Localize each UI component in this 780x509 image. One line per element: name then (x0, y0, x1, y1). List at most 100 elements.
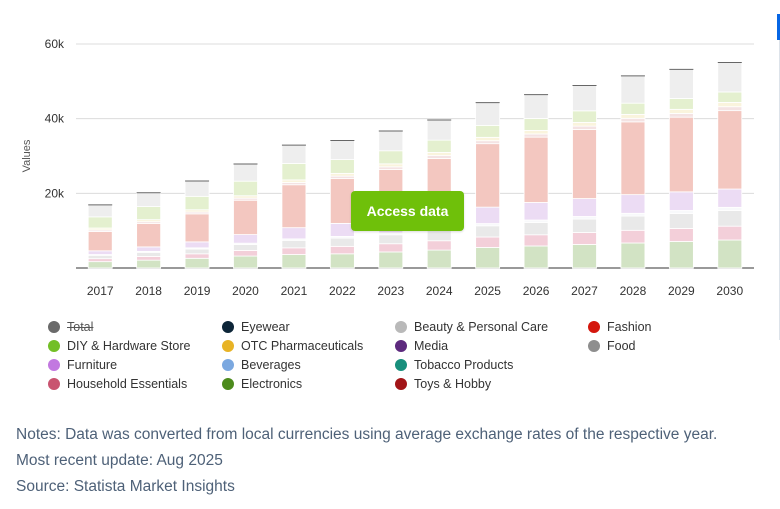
bar-2028-fashion[interactable] (620, 121, 646, 196)
bar-2019-electronics[interactable] (184, 180, 210, 197)
bar-2029-diy-and-hardware-store[interactable] (668, 98, 694, 110)
bar-2024-household-essentials[interactable] (426, 240, 452, 251)
legend-item-food[interactable]: Food (588, 337, 636, 355)
bar-2023-diy-and-hardware-store[interactable] (378, 150, 404, 165)
legend-item-household-essentials[interactable]: Household Essentials (48, 375, 187, 393)
bar-2025-beauty-and-personal-care[interactable] (475, 225, 501, 238)
bar-2029-furniture[interactable] (668, 191, 694, 211)
bar-2027-fashion[interactable] (572, 129, 597, 199)
bar-2019-household-essentials[interactable] (184, 253, 210, 259)
bar-stack-2019[interactable] (184, 180, 210, 269)
bar-2027-diy-and-hardware-store[interactable] (572, 110, 597, 123)
bar-2023-electronics[interactable] (378, 130, 404, 152)
bar-2024-beauty-and-personal-care[interactable] (426, 230, 452, 242)
bar-2017-household-essentials[interactable] (87, 258, 113, 263)
legend-item-media[interactable]: Media (395, 337, 448, 355)
bar-2020-diy-and-hardware-store[interactable] (233, 180, 258, 197)
bar-2030-furniture[interactable] (717, 188, 743, 208)
access-data-button[interactable]: Access data (351, 191, 464, 231)
legend-item-toys-and-hobby[interactable]: Toys & Hobby (395, 375, 491, 393)
legend-item-otc-pharmaceuticals[interactable]: OTC Pharmaceuticals (222, 337, 363, 355)
bar-2028-toys-and-hobby[interactable] (620, 117, 646, 123)
bar-2025-household-essentials[interactable] (475, 236, 501, 248)
bar-2029-household-essentials[interactable] (668, 228, 694, 242)
bar-2017-furniture[interactable] (87, 250, 113, 255)
bar-2027-electronics[interactable] (572, 85, 597, 112)
bar-2019-beauty-and-personal-care[interactable] (184, 248, 210, 255)
bar-2030-beauty-and-personal-care[interactable] (717, 210, 743, 227)
bar-2026-food[interactable] (523, 245, 549, 269)
bar-2030-household-essentials[interactable] (717, 225, 743, 241)
bar-2017-diy-and-hardware-store[interactable] (87, 216, 113, 229)
bar-2029-otc-pharmaceuticals[interactable] (668, 108, 694, 114)
bar-2028-beauty-and-personal-care[interactable] (620, 215, 646, 231)
bar-2028-electronics[interactable] (620, 75, 646, 104)
bar-2020-beauty-and-personal-care[interactable] (233, 244, 258, 251)
bar-2022-diy-and-hardware-store[interactable] (329, 159, 355, 174)
bar-2023-household-essentials[interactable] (378, 243, 404, 253)
bar-2027-beauty-and-personal-care[interactable] (572, 218, 597, 233)
bar-2026-toys-and-hobby[interactable] (523, 133, 549, 138)
bar-stack-2026[interactable] (523, 94, 549, 269)
bar-2028-food[interactable] (620, 242, 646, 269)
legend-item-total[interactable]: Total (48, 318, 93, 336)
bar-2030-toys-and-hobby[interactable] (717, 106, 743, 112)
bar-2021-household-essentials[interactable] (281, 247, 307, 255)
bar-2021-beauty-and-personal-care[interactable] (281, 239, 307, 249)
bar-2026-otc-pharmaceuticals[interactable] (523, 130, 549, 135)
bar-2029-eyewear[interactable] (668, 210, 694, 214)
bar-2023-beauty-and-personal-care[interactable] (378, 234, 404, 245)
bar-2017-electronics[interactable] (87, 204, 113, 218)
bar-2030-diy-and-hardware-store[interactable] (717, 91, 743, 103)
bar-2017-fashion[interactable] (87, 231, 113, 252)
bar-2022-household-essentials[interactable] (329, 245, 355, 255)
bar-2026-beauty-and-personal-care[interactable] (523, 222, 549, 236)
bar-2022-otc-pharmaceuticals[interactable] (329, 172, 355, 177)
bar-2021-furniture[interactable] (281, 227, 307, 240)
bar-2029-food[interactable] (668, 241, 694, 269)
bar-stack-2029[interactable] (668, 68, 694, 269)
bar-2018-food[interactable] (136, 259, 162, 269)
bar-2020-electronics[interactable] (233, 163, 258, 182)
bar-stack-2028[interactable] (620, 75, 646, 269)
bar-2030-fashion[interactable] (717, 110, 743, 190)
bar-2028-otc-pharmaceuticals[interactable] (620, 113, 646, 119)
bar-2025-toys-and-hobby[interactable] (475, 140, 501, 145)
bar-2028-diy-and-hardware-store[interactable] (620, 102, 646, 115)
bar-2025-electronics[interactable] (475, 102, 501, 126)
legend-item-eyewear[interactable]: Eyewear (222, 318, 290, 336)
bar-stack-2027[interactable] (572, 84, 597, 269)
bar-2025-food[interactable] (475, 247, 501, 269)
legend-item-tobacco-products[interactable]: Tobacco Products (395, 356, 513, 374)
bar-2024-food[interactable] (426, 249, 452, 269)
bar-2022-fashion[interactable] (329, 178, 355, 224)
bar-2030-food[interactable] (717, 239, 743, 269)
bar-2025-otc-pharmaceuticals[interactable] (475, 136, 501, 142)
bar-2023-otc-pharmaceuticals[interactable] (378, 163, 404, 168)
bar-2019-food[interactable] (184, 257, 210, 269)
bar-2027-furniture[interactable] (572, 198, 597, 217)
legend-item-electronics[interactable]: Electronics (222, 375, 302, 393)
bar-2025-diy-and-hardware-store[interactable] (475, 124, 501, 138)
bar-stack-2022[interactable] (329, 140, 355, 269)
bar-stack-2018[interactable] (136, 192, 162, 269)
bar-2022-beauty-and-personal-care[interactable] (329, 237, 355, 247)
bar-2019-furniture[interactable] (184, 241, 210, 249)
legend-item-beverages[interactable]: Beverages (222, 356, 301, 374)
bar-2026-household-essentials[interactable] (523, 234, 549, 247)
bar-2024-diy-and-hardware-store[interactable] (426, 139, 452, 153)
bar-2026-electronics[interactable] (523, 94, 549, 119)
bar-2023-food[interactable] (378, 251, 404, 269)
bar-2026-furniture[interactable] (523, 202, 549, 221)
bar-2024-otc-pharmaceuticals[interactable] (426, 152, 452, 157)
bar-2021-diy-and-hardware-store[interactable] (281, 163, 307, 181)
bar-2025-furniture[interactable] (475, 206, 501, 224)
bar-2020-furniture[interactable] (233, 234, 258, 244)
bar-2020-fashion[interactable] (233, 199, 258, 235)
bar-2017-beauty-and-personal-care[interactable] (87, 254, 113, 260)
bar-2026-fashion[interactable] (523, 136, 549, 203)
bar-2027-food[interactable] (572, 244, 597, 269)
bar-2027-household-essentials[interactable] (572, 232, 597, 245)
legend-item-fashion[interactable]: Fashion (588, 318, 651, 336)
bar-2024-toys-and-hobby[interactable] (426, 155, 452, 159)
